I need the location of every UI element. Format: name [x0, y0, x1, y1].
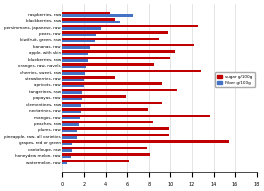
Bar	[62, 108, 148, 111]
Bar	[62, 143, 72, 145]
Bar	[62, 76, 115, 79]
Bar	[62, 153, 150, 156]
Legend: sugar g/100g, Fiber g/100g: sugar g/100g, Fiber g/100g	[215, 72, 254, 87]
Bar	[62, 50, 175, 53]
Bar	[62, 27, 101, 30]
Bar	[62, 127, 169, 130]
Bar	[62, 121, 153, 123]
Bar	[62, 37, 159, 40]
Bar	[62, 160, 129, 162]
Bar	[62, 156, 71, 158]
Bar	[62, 147, 147, 149]
Bar	[62, 130, 77, 132]
Bar	[62, 162, 67, 164]
Bar	[62, 95, 126, 98]
Bar	[62, 44, 194, 46]
Bar	[62, 83, 162, 85]
Bar	[62, 134, 169, 136]
Bar	[62, 21, 120, 23]
Bar	[62, 102, 162, 104]
Bar	[62, 53, 88, 55]
Bar	[62, 89, 177, 91]
Bar	[62, 85, 84, 87]
Bar	[62, 12, 110, 14]
Bar	[62, 115, 210, 117]
Bar	[62, 91, 82, 94]
Bar	[62, 31, 168, 33]
Bar	[62, 33, 96, 36]
Bar	[62, 111, 81, 113]
Bar	[62, 140, 229, 143]
Bar	[62, 14, 133, 17]
Bar	[62, 18, 115, 21]
Bar	[62, 149, 72, 152]
Bar	[62, 117, 79, 120]
Bar	[62, 123, 78, 126]
Bar	[62, 66, 86, 68]
Bar	[62, 79, 84, 81]
Bar	[62, 104, 81, 107]
Bar	[62, 59, 88, 62]
Bar	[62, 98, 82, 100]
Bar	[62, 63, 154, 66]
Bar	[62, 70, 201, 72]
Bar	[62, 46, 90, 49]
Bar	[62, 25, 198, 27]
Bar	[62, 72, 85, 74]
Bar	[62, 40, 95, 42]
Bar	[62, 57, 170, 59]
Bar	[62, 136, 77, 139]
